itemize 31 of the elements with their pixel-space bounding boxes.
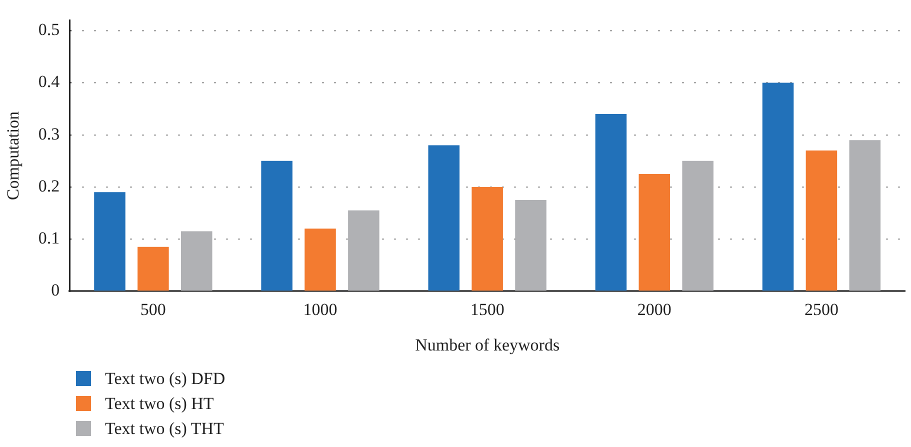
legend-label: Text two (s) HT xyxy=(105,394,214,414)
x-tick-label: 2000 xyxy=(637,300,672,319)
y-tick-label: 0.1 xyxy=(38,228,60,248)
bar xyxy=(94,192,126,291)
x-tick-label: 1500 xyxy=(470,300,504,319)
bar xyxy=(849,140,881,291)
x-tick-label: 500 xyxy=(140,300,166,319)
legend-label: Text two (s) DFD xyxy=(105,368,226,388)
bar xyxy=(261,160,292,291)
legend-label: Text two (s) THT xyxy=(105,418,224,438)
x-tick-label: 1000 xyxy=(303,300,338,319)
y-tick-label: 0.3 xyxy=(38,124,60,144)
bar xyxy=(638,174,670,291)
y-tick-label: 0.5 xyxy=(38,20,60,40)
bar xyxy=(180,231,212,291)
x-axis-title: Number of keywords xyxy=(415,335,560,354)
bar xyxy=(682,160,714,291)
bar xyxy=(595,114,627,291)
y-tick-label: 0 xyxy=(51,280,60,300)
bar xyxy=(348,210,380,291)
bar xyxy=(806,150,838,291)
y-tick-label: 0.4 xyxy=(38,72,60,92)
y-tick-label: 0.2 xyxy=(38,176,60,196)
bar xyxy=(472,186,503,291)
x-tick-label: 2500 xyxy=(804,300,838,319)
bar xyxy=(304,228,336,291)
y-axis-title: Computation xyxy=(4,110,23,200)
bar xyxy=(515,200,546,291)
bar xyxy=(762,82,794,291)
bar xyxy=(428,145,460,291)
bar xyxy=(138,246,169,291)
